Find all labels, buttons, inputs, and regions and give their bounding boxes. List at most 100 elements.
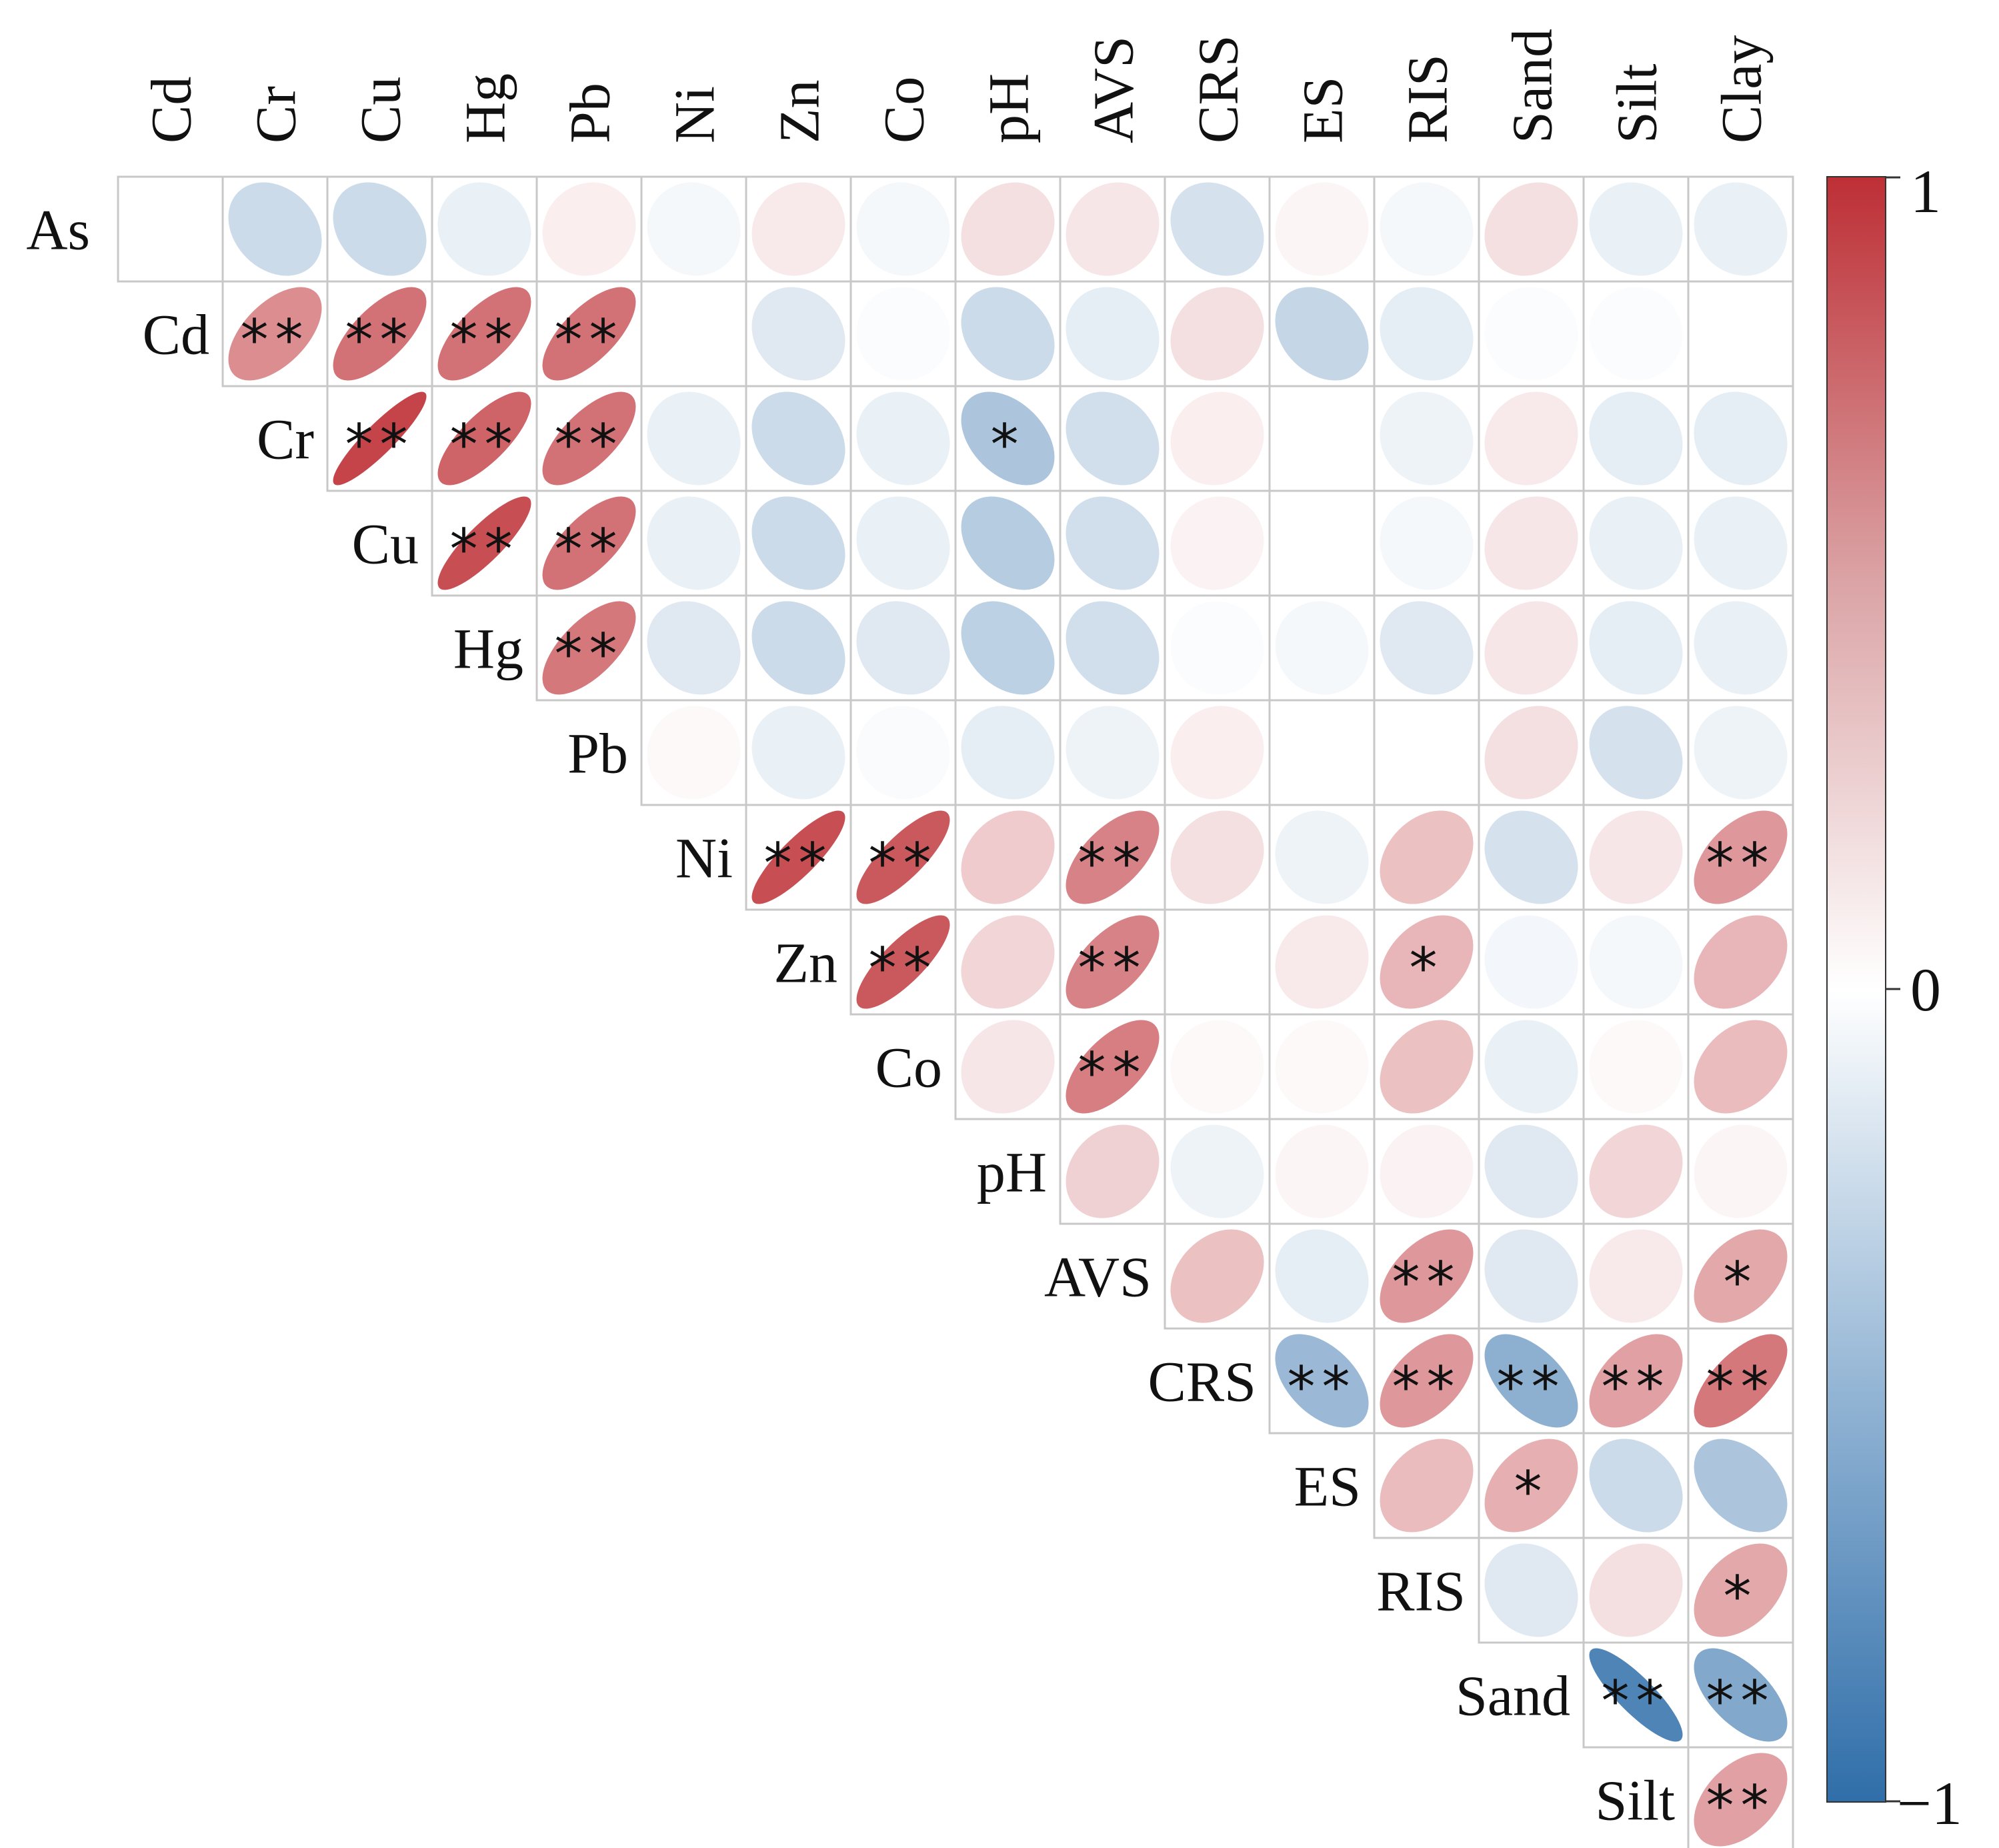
cell-ni-silt-ellipse xyxy=(1589,810,1683,904)
column-label-ni: Ni xyxy=(663,86,727,143)
column-label-es: ES xyxy=(1291,77,1355,143)
cell-hg-sand-ellipse xyxy=(1484,601,1578,695)
cell-es-clay-ellipse xyxy=(1694,1439,1788,1533)
cell-cr-pb-ellipse xyxy=(542,391,636,486)
cell-avs-clay-significance: * xyxy=(1724,1250,1758,1315)
cell-cu-pb-significance: ** xyxy=(555,517,624,582)
cell-cr-hg-significance: ** xyxy=(450,412,519,478)
cell-crs-silt-ellipse xyxy=(1589,1334,1683,1428)
cell-as-silt-ellipse xyxy=(1589,182,1683,276)
cell-avs-clay-ellipse xyxy=(1694,1229,1788,1323)
cell-avs-sand-ellipse xyxy=(1484,1229,1578,1323)
cell-sand-silt-significance: ** xyxy=(1602,1669,1671,1734)
cell-es-sand-significance: * xyxy=(1514,1459,1549,1525)
matrix-cells: ** ** ** **** ** ** *** ****** ** ** **** ** ***** **… xyxy=(117,175,1794,1848)
cell-pb-clay-ellipse xyxy=(1694,706,1788,800)
cell-ris-silt-ellipse xyxy=(1589,1543,1683,1637)
cell-ni-clay-significance: ** xyxy=(1706,831,1776,896)
cell-as-clay-ellipse xyxy=(1694,182,1788,276)
cell-ph-sand-ellipse xyxy=(1484,1124,1578,1218)
cell-zn-ris-ellipse xyxy=(1380,915,1474,1009)
cell-cu-zn-ellipse xyxy=(751,496,845,590)
cell-crs-sand-significance: ** xyxy=(1497,1354,1566,1420)
cell-avs-ris-significance: ** xyxy=(1392,1250,1462,1315)
cell-pb-sand-ellipse xyxy=(1484,706,1578,800)
cell-cd-co-ellipse xyxy=(856,287,950,381)
cell-zn-ris-significance: * xyxy=(1410,936,1444,1001)
cell-cr-clay-ellipse xyxy=(1694,391,1788,486)
cell-cr-crs-ellipse xyxy=(1170,391,1264,486)
row-label-co: Co xyxy=(875,1036,942,1100)
cell-es-ris-ellipse xyxy=(1380,1439,1474,1533)
row-label-cd: Cd xyxy=(143,303,209,367)
cell-cd-cu-ellipse xyxy=(333,287,427,381)
cell-hg-clay-ellipse xyxy=(1694,601,1788,695)
cell-cr-silt-ellipse xyxy=(1589,391,1683,486)
cell-cd-pb-ellipse xyxy=(542,287,636,381)
column-label-cr: Cr xyxy=(244,86,308,143)
cell-crs-ris-significance: ** xyxy=(1392,1354,1462,1420)
cell-cr-cu-significance: ** xyxy=(345,412,415,478)
cell-sand-clay-ellipse xyxy=(1694,1648,1788,1742)
cell-zn-sand-ellipse xyxy=(1484,915,1578,1009)
cell-zn-ph-ellipse xyxy=(961,915,1055,1009)
cell-zn-es-ellipse xyxy=(1275,915,1369,1009)
colorbar-tick-label-min: −1 xyxy=(1897,1769,1962,1837)
cell-cd-es-ellipse xyxy=(1275,287,1369,381)
cell-hg-ph-ellipse xyxy=(961,601,1055,695)
cell-as-es-ellipse xyxy=(1275,182,1369,276)
row-label-cu: Cu xyxy=(352,512,419,576)
row-label-crs: CRS xyxy=(1148,1350,1256,1414)
row-label-cr: Cr xyxy=(257,407,314,472)
cell-zn-co-significance: ** xyxy=(869,936,938,1001)
cell-cr-zn-ellipse xyxy=(751,391,845,486)
row-label-zn: Zn xyxy=(773,931,837,995)
colorbar-gradient xyxy=(1826,176,1886,1803)
cell-cd-ris-ellipse xyxy=(1380,287,1474,381)
column-label-avs: AVS xyxy=(1082,36,1146,143)
cell-avs-crs-ellipse xyxy=(1170,1229,1264,1323)
cell-as-zn-ellipse xyxy=(751,182,845,276)
cell-cu-hg-ellipse xyxy=(437,496,531,590)
column-label-silt: Silt xyxy=(1605,63,1669,143)
cell-as-ni-ellipse xyxy=(647,182,741,276)
cell-cu-hg-significance: ** xyxy=(450,517,519,582)
cell-ph-ris-ellipse xyxy=(1380,1124,1474,1218)
cell-ph-crs-ellipse xyxy=(1170,1124,1264,1218)
cell-cr-avs-ellipse xyxy=(1066,391,1160,486)
cell-hg-ris-ellipse xyxy=(1380,601,1474,695)
column-label-cu: Cu xyxy=(349,77,413,143)
cell-cd-crs-ellipse xyxy=(1170,287,1264,381)
cell-cu-ni-ellipse xyxy=(647,496,741,590)
cell-ph-clay-ellipse xyxy=(1694,1124,1788,1218)
cell-zn-co-ellipse xyxy=(856,915,950,1009)
cell-cu-ph-ellipse xyxy=(961,496,1055,590)
cell-ni-co-significance: ** xyxy=(869,831,938,896)
cell-zn-crs xyxy=(1164,908,1271,1016)
cell-cu-co-ellipse xyxy=(856,496,950,590)
row-label-as: As xyxy=(26,198,90,262)
row-label-ris: RIS xyxy=(1376,1559,1466,1623)
cell-as-ph-ellipse xyxy=(961,182,1055,276)
cell-ni-clay-ellipse xyxy=(1694,810,1788,904)
cell-pb-ris xyxy=(1373,699,1480,806)
column-labels: Cd Cr Cu Hg Pb Ni Zn Co pH AVS CRS ES RIS Sand Silt Cla… xyxy=(139,29,1774,143)
cell-cr-ris-ellipse xyxy=(1380,391,1474,486)
cell-as-co-ellipse xyxy=(856,182,950,276)
cell-cd-ni xyxy=(640,280,747,387)
cell-cd-sand-ellipse xyxy=(1484,287,1578,381)
cell-crs-es-significance: ** xyxy=(1288,1354,1357,1420)
cell-cr-ni-ellipse xyxy=(647,391,741,486)
column-label-crs: CRS xyxy=(1186,35,1250,143)
cell-co-avs-ellipse xyxy=(1066,1020,1160,1114)
cell-ph-es-ellipse xyxy=(1275,1124,1369,1218)
cell-ni-zn-significance: ** xyxy=(764,831,833,896)
cell-zn-clay-ellipse xyxy=(1694,915,1788,1009)
cell-pb-avs-ellipse xyxy=(1066,706,1160,800)
cell-ph-avs-ellipse xyxy=(1066,1124,1160,1218)
cell-crs-silt-significance: ** xyxy=(1602,1354,1671,1420)
cell-as-pb-ellipse xyxy=(542,182,636,276)
cell-cr-co-ellipse xyxy=(856,391,950,486)
